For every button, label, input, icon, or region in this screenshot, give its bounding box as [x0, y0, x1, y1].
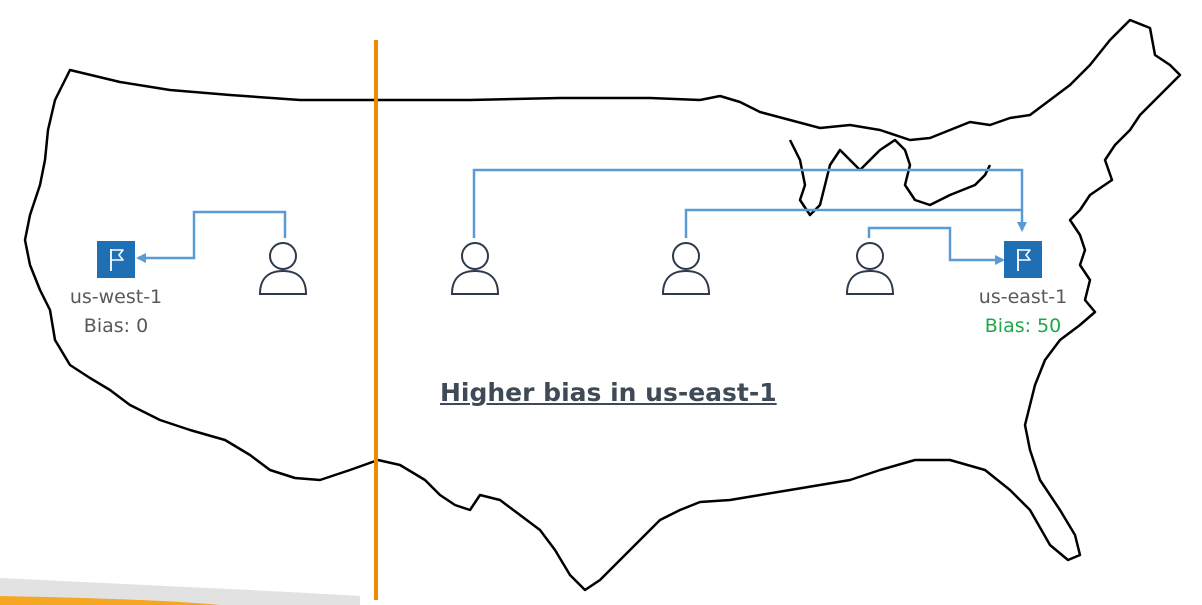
user-icon: [845, 242, 895, 295]
bottom-swoosh-orange: [0, 596, 220, 605]
user-icon: [661, 242, 711, 295]
flag-icon: [97, 241, 135, 278]
user-icon: [258, 242, 308, 295]
usa-map-outline: [23, 18, 1182, 592]
region-name-east: us-east-1: [978, 286, 1068, 308]
route-west: [136, 210, 287, 263]
user-icon: [450, 242, 500, 295]
region-bias-east: Bias: 50: [984, 315, 1062, 337]
headline-text: Higher bias in us-east-1: [440, 378, 777, 407]
route-east-far: [472, 168, 1027, 238]
region-bias-west: Bias: 0: [83, 315, 149, 337]
route-east-mid: [684, 208, 1022, 238]
great-lakes-outline: [788, 138, 992, 217]
region-name-west: us-west-1: [69, 286, 163, 308]
route-east-near: [867, 226, 1005, 265]
flag-icon: [1004, 241, 1042, 278]
